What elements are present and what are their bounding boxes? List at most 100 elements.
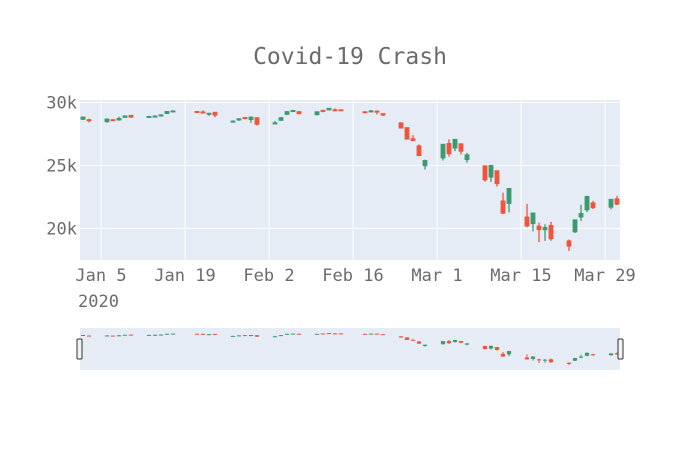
slider-candle-body (272, 336, 278, 338)
range-slider-right-handle[interactable] (617, 338, 624, 360)
candle (272, 120, 278, 125)
slider-candle (128, 334, 134, 336)
candle-body (572, 219, 578, 233)
slider-candle-body (446, 340, 452, 344)
y-tick-label: 20k (46, 220, 77, 240)
candle (278, 117, 284, 121)
range-slider-left-handle[interactable] (76, 338, 83, 360)
candle (248, 116, 254, 123)
candle-body (206, 112, 212, 115)
candle (482, 165, 488, 182)
candle-body (452, 138, 458, 149)
candle-body (86, 119, 92, 122)
slider-candle-body (410, 339, 416, 341)
candle (170, 110, 176, 113)
candle (614, 195, 620, 206)
candle (536, 222, 542, 243)
slider-candle-body (530, 356, 536, 359)
candle (200, 110, 206, 114)
slider-candle (338, 333, 344, 335)
slider-candle-body (254, 335, 260, 337)
y-tick-label: 25k (46, 157, 77, 177)
x-tick-label: Feb 16 (322, 266, 383, 286)
slider-candle (284, 333, 290, 335)
slider-candle-body (146, 334, 152, 336)
slider-candle (488, 345, 494, 350)
candle (296, 111, 302, 115)
slider-candle-body (482, 345, 488, 350)
slider-candle-body (230, 335, 236, 337)
candle-body (152, 115, 158, 118)
slider-candle (482, 345, 488, 350)
plot-area (80, 100, 620, 260)
slider-candle (584, 352, 590, 357)
slider-candle-body (524, 357, 530, 360)
candle-body (332, 109, 338, 112)
slider-candle (146, 334, 152, 336)
candle (368, 109, 374, 113)
candle (326, 107, 332, 111)
slider-candle-body (236, 335, 242, 337)
candle (446, 139, 452, 157)
candle (290, 109, 296, 113)
slider-candle-body (206, 334, 212, 336)
x-tick-label: Mar 15 (490, 266, 551, 286)
candle-body (548, 225, 554, 240)
slider-candle-body (362, 333, 368, 335)
y-tick-label: 30k (46, 94, 77, 114)
slider-candle (212, 333, 218, 336)
grid-lines (80, 100, 620, 260)
slider-candle (590, 353, 596, 356)
slider-candle-body (614, 353, 620, 355)
candle-body (314, 111, 320, 116)
candle (122, 115, 128, 118)
slider-candle (500, 351, 506, 357)
candle (488, 164, 494, 183)
slider-candle-body (494, 347, 500, 350)
slider-candle (110, 335, 116, 337)
x-axis: Jan 5 Jan 19 Feb 2 Feb 16 Mar 1 Mar 15 Mar 29 (75, 266, 635, 286)
candle-body (440, 143, 446, 159)
candle (194, 111, 200, 114)
slider-candle-body (374, 333, 380, 335)
candle (206, 112, 212, 116)
candle-body (254, 117, 260, 125)
slider-candle (242, 335, 248, 337)
candle (80, 116, 86, 120)
slider-candle-body (296, 333, 302, 335)
slider-candle-body (152, 334, 158, 336)
slider-candle-body (440, 341, 446, 345)
candle (86, 118, 92, 123)
slider-candle (404, 337, 410, 341)
candle (146, 115, 152, 118)
slider-candle (326, 333, 332, 335)
candle-body (170, 110, 176, 113)
candle-body (542, 227, 548, 231)
candle (422, 159, 428, 170)
slider-candle (374, 333, 380, 335)
candle (542, 224, 548, 241)
slider-candle (452, 339, 458, 343)
slider-candle (458, 340, 464, 344)
slider-candle-body (608, 353, 614, 356)
slider-candle (446, 340, 452, 344)
slider-candle (368, 333, 374, 335)
range-slider[interactable] (80, 328, 620, 370)
slider-candle (536, 358, 542, 364)
slider-candle-body (578, 356, 584, 358)
chart-title: Covid-19 Crash (253, 44, 447, 70)
candle-body (488, 164, 494, 178)
candle-body (128, 114, 134, 118)
candle-body (464, 154, 470, 161)
candle (458, 143, 464, 155)
slider-candle (152, 334, 158, 336)
candle-body (230, 120, 236, 123)
candle (380, 113, 386, 116)
candle (464, 152, 470, 163)
slider-candle (122, 334, 128, 336)
x-tick-label: Jan 19 (154, 266, 215, 286)
slider-candle (80, 334, 86, 336)
candle-body (194, 111, 200, 114)
candle-body (614, 198, 620, 205)
candle-body (242, 117, 248, 120)
